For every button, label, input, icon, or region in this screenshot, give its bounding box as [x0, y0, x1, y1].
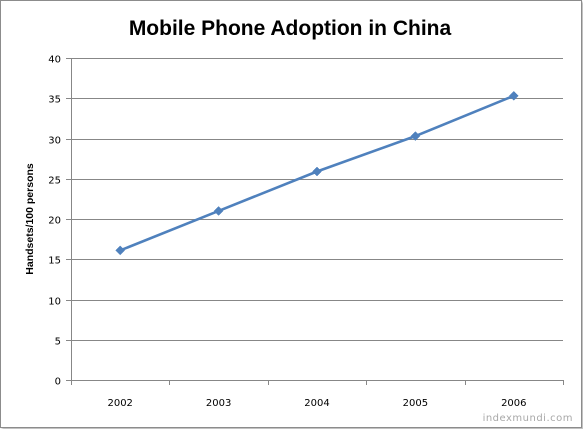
series	[115, 90, 519, 256]
y-axis-label: Handsets/100 persons	[24, 163, 36, 275]
data-point-marker	[115, 245, 126, 256]
data-point-marker	[312, 166, 322, 177]
y-tick-label: 15	[48, 256, 61, 267]
y-tick-label: 35	[48, 95, 61, 106]
x-tick-label: 2006	[501, 398, 526, 409]
chart-title: Mobile Phone Adoption in China	[129, 17, 452, 40]
y-tick-label: 20	[48, 216, 61, 227]
y-tick-label: 10	[48, 297, 61, 308]
x-tick-label: 2004	[304, 398, 329, 409]
gridlines	[71, 58, 563, 341]
x-tick-label: 2002	[107, 398, 132, 409]
y-tick-label: 30	[48, 136, 61, 147]
y-tick-label: 25	[48, 176, 61, 187]
data-point-marker	[508, 90, 519, 101]
x-tick-label: 2003	[206, 398, 231, 409]
y-tick-label: 5	[55, 337, 61, 348]
y-tick-label: 0	[55, 377, 61, 388]
y-tick-label: 40	[48, 55, 61, 66]
y-tick-labels: 0 5 10 15 20 25 30 35 40	[48, 55, 61, 388]
axes	[66, 58, 564, 385]
x-tick-labels: 2002 2003 2004 2005 2006	[107, 398, 526, 409]
data-point-marker	[410, 131, 421, 141]
x-tick-label: 2005	[403, 398, 428, 409]
data-point-marker	[213, 206, 224, 216]
watermark: indexmundi.com	[483, 413, 573, 424]
